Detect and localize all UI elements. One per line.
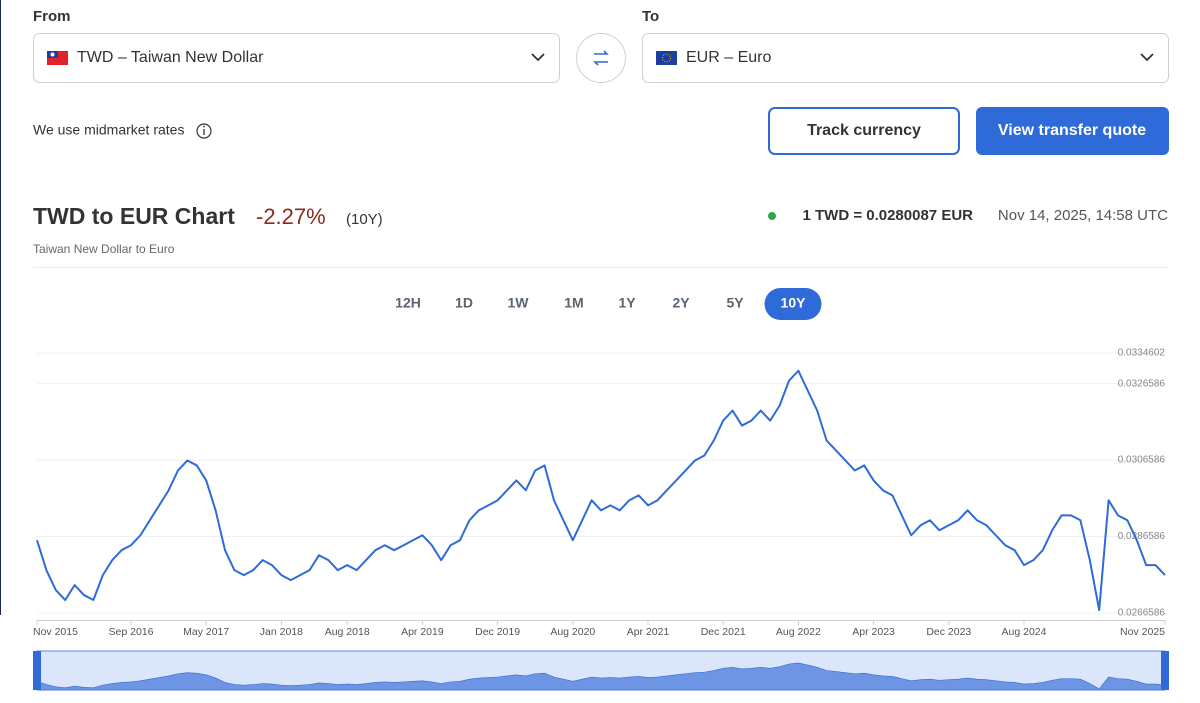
from-label: From bbox=[33, 8, 71, 25]
swap-button[interactable] bbox=[576, 33, 626, 83]
swap-icon bbox=[593, 50, 609, 66]
range-label[interactable]: 12H bbox=[395, 295, 421, 311]
active-pill[interactable] bbox=[764, 288, 822, 320]
range-tab[interactable]: 12H bbox=[395, 295, 421, 311]
range-tab[interactable]: 1D bbox=[455, 295, 473, 311]
x-tick-label: Dec 2019 bbox=[475, 626, 520, 638]
x-tick-label: Aug 2018 bbox=[325, 626, 370, 638]
range-label[interactable]: 5Y bbox=[726, 295, 744, 311]
navigator-handle[interactable] bbox=[1161, 651, 1169, 690]
flag-twd bbox=[47, 51, 68, 65]
rate: 1 TWD = 0.0280087 EUR bbox=[802, 207, 973, 224]
range-label[interactable]: 1W bbox=[508, 295, 530, 311]
x-tick-label: Aug 2020 bbox=[550, 626, 595, 638]
price-line bbox=[36, 369, 1166, 612]
x-tick-label: Aug 2022 bbox=[776, 626, 821, 638]
x-tick-label: Dec 2023 bbox=[926, 626, 971, 638]
timestamp: Nov 14, 2025, 14:58 UTC bbox=[998, 207, 1168, 224]
from-value: TWD – Taiwan New Dollar bbox=[77, 49, 264, 66]
to-value: EUR – Euro bbox=[686, 49, 771, 66]
flag-eur bbox=[656, 51, 677, 65]
x-tick-label: May 2017 bbox=[183, 626, 229, 638]
range-tab[interactable]: 5Y bbox=[726, 295, 744, 311]
range-tab[interactable]: 1M bbox=[564, 295, 583, 311]
x-tick-label: Nov 2025 bbox=[1120, 626, 1165, 638]
y-tick-label: 0.0306586 bbox=[1118, 455, 1166, 466]
info-icon[interactable] bbox=[196, 123, 212, 139]
x-tick-label: Sep 2016 bbox=[109, 626, 154, 638]
range-tab[interactable]: 2Y bbox=[672, 295, 690, 311]
track-currency-button[interactable]: Track currency bbox=[768, 107, 960, 155]
range-tabs: 12H 1D 1W 1M 1Y 2Y 5Y 10Y bbox=[395, 288, 822, 320]
y-tick-label: 0.0334602 bbox=[1118, 348, 1166, 359]
range-tab[interactable]: 1Y bbox=[618, 295, 636, 311]
from-select[interactable]: TWD – Taiwan New Dollar bbox=[33, 33, 560, 83]
subtitle: Taiwan New Dollar to Euro bbox=[33, 242, 175, 256]
chart-title: TWD to EUR Chart bbox=[33, 203, 235, 229]
chevron bbox=[531, 53, 545, 62]
range-label[interactable]: 1D bbox=[455, 295, 473, 311]
x-tick-label: Jan 2018 bbox=[260, 626, 303, 638]
range-label[interactable]: 1M bbox=[564, 295, 583, 311]
to-select[interactable]: EUR – Euro bbox=[642, 33, 1169, 83]
view-quote-button[interactable]: View transfer quote bbox=[976, 107, 1169, 155]
range-tab[interactable]: 1W bbox=[508, 295, 530, 311]
x-tick-label: Aug 2024 bbox=[1002, 626, 1047, 638]
button-text[interactable]: Track currency bbox=[807, 122, 921, 139]
change: -2.27% bbox=[256, 204, 326, 229]
button-box[interactable] bbox=[768, 107, 960, 155]
to-label: To bbox=[642, 8, 659, 25]
navigator-handle[interactable] bbox=[33, 651, 41, 690]
x-tick-label: Apr 2019 bbox=[401, 626, 444, 638]
range-label[interactable]: 2Y bbox=[672, 295, 690, 311]
navigator-area bbox=[36, 662, 1166, 691]
period: (10Y) bbox=[346, 211, 383, 228]
x-tick-label: Nov 2015 bbox=[33, 626, 78, 638]
button-box[interactable] bbox=[976, 107, 1169, 155]
y-tick-label: 0.0266586 bbox=[1118, 608, 1166, 619]
select-box[interactable] bbox=[33, 33, 560, 83]
chart: 0.0266586 0.0286586 0.0306586 0.0326586 0.03… bbox=[33, 348, 1169, 691]
range-label[interactable]: 1Y bbox=[618, 295, 636, 311]
live-dot bbox=[768, 212, 776, 220]
x-tick-label: Apr 2021 bbox=[627, 626, 670, 638]
swap-circle[interactable] bbox=[576, 33, 626, 83]
range-label[interactable]: 10Y bbox=[781, 295, 807, 311]
chevron bbox=[1140, 53, 1154, 62]
midmarket-note: We use midmarket rates bbox=[33, 122, 184, 138]
y-tick-label: 0.0326586 bbox=[1118, 378, 1166, 389]
button-text[interactable]: View transfer quote bbox=[998, 122, 1146, 139]
select-box[interactable] bbox=[642, 33, 1169, 83]
y-tick-label: 0.0286586 bbox=[1118, 531, 1166, 542]
x-tick-label: Apr 2023 bbox=[852, 626, 895, 638]
range-tab[interactable]: 10Y bbox=[764, 288, 822, 320]
x-tick-label: Dec 2021 bbox=[701, 626, 746, 638]
